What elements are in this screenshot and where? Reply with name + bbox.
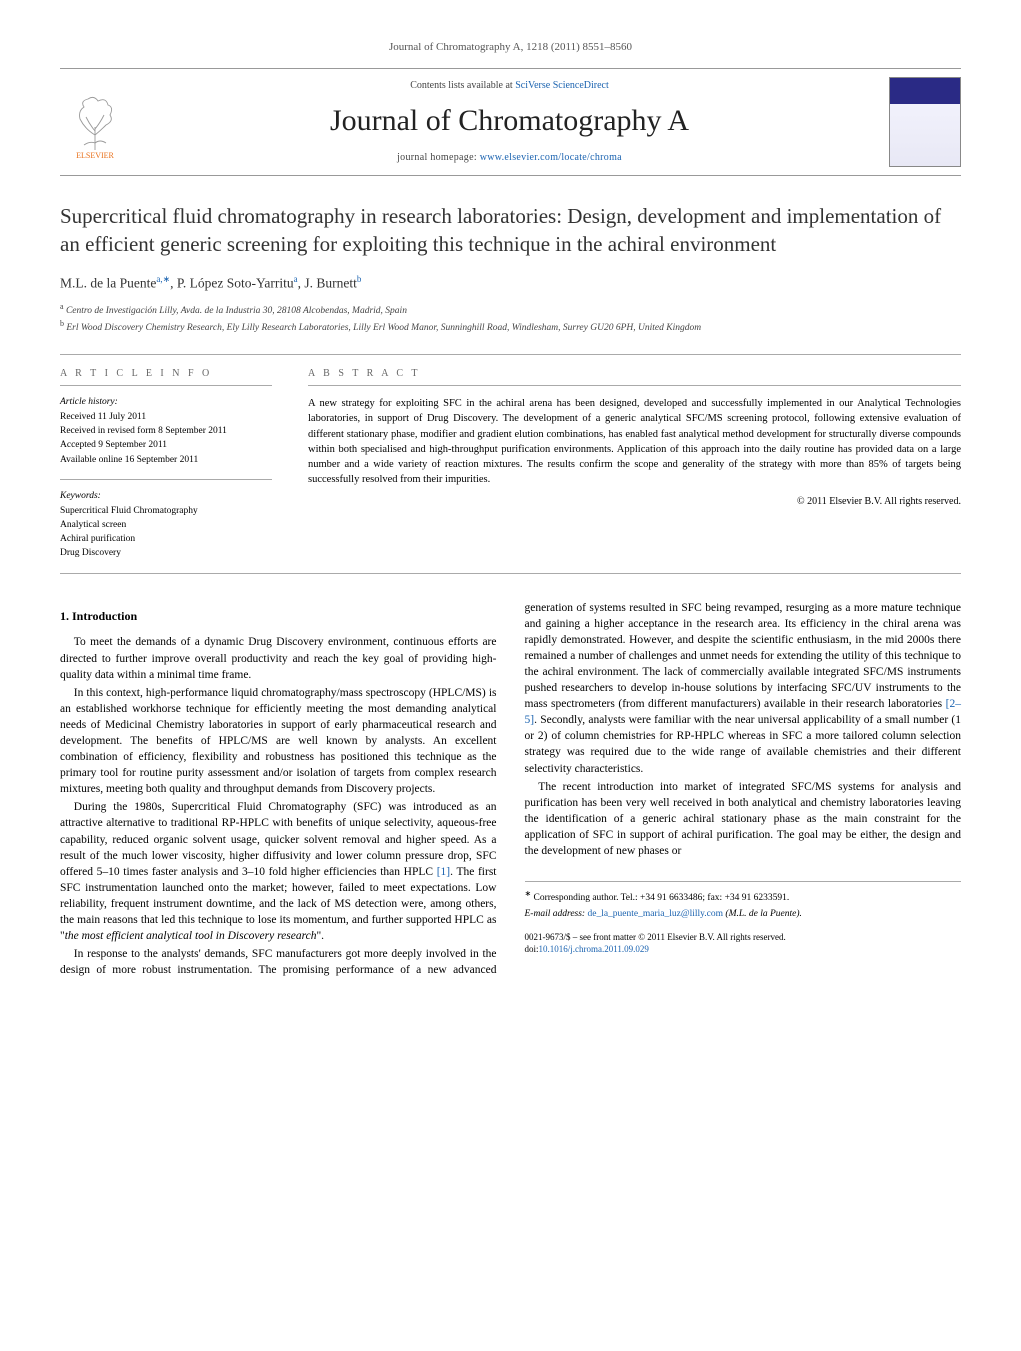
footnote-block: ∗ Corresponding author. Tel.: +34 91 663… [525, 881, 962, 956]
journal-title: Journal of Chromatography A [130, 99, 889, 143]
paragraph-span: During the 1980s, Supercritical Fluid Ch… [60, 801, 497, 877]
abstract-heading: a b s t r a c t [308, 367, 961, 387]
author-2: , P. López Soto-Yarritu [170, 275, 294, 290]
paragraph: In this context, high-performance liquid… [60, 685, 497, 798]
email-label: E-mail address: [525, 909, 588, 919]
affiliation-a: a Centro de Investigación Lilly, Avda. d… [60, 301, 961, 318]
paragraph-span: . Secondly, analysts were familiar with … [525, 714, 962, 774]
article-info-heading: a r t i c l e i n f o [60, 367, 272, 387]
history-item: Received in revised form 8 September 201… [60, 424, 272, 438]
corresponding-author: ∗ Corresponding author. Tel.: +34 91 663… [525, 888, 962, 905]
article-title: Supercritical fluid chromatography in re… [60, 202, 961, 259]
publisher-name: ELSEVIER [76, 150, 114, 162]
paragraph: During the 1980s, Supercritical Fluid Ch… [60, 799, 497, 944]
paragraph-span: ". [316, 930, 324, 942]
doi-line: doi:10.1016/j.chroma.2011.09.029 [525, 943, 962, 956]
journal-homepage: journal homepage: www.elsevier.com/locat… [130, 151, 889, 166]
author-3-affil: b [357, 274, 362, 284]
sciencedirect-link[interactable]: SciVerse ScienceDirect [515, 80, 609, 91]
history-list: Received 11 July 2011 Received in revise… [60, 410, 272, 467]
paragraph: To meet the demands of a dynamic Drug Di… [60, 634, 497, 682]
corresponding-text: Corresponding author. Tel.: +34 91 66334… [531, 893, 789, 903]
keywords-list: Supercritical Fluid Chromatography Analy… [60, 504, 272, 561]
keywords-label: Keywords: [60, 479, 272, 504]
history-label: Article history: [60, 396, 272, 410]
section-1-heading: 1. Introduction [60, 608, 497, 625]
running-head-citation: Journal of Chromatography A, 1218 (2011)… [60, 40, 961, 56]
citation-link[interactable]: [1] [437, 866, 450, 878]
homepage-label: journal homepage: [397, 152, 480, 163]
info-abstract-row: a r t i c l e i n f o Article history: R… [60, 354, 961, 574]
author-list: M.L. de la Puentea,∗, P. López Soto-Yarr… [60, 273, 961, 293]
affil-a-text: Centro de Investigación Lilly, Avda. de … [64, 306, 407, 316]
email-link[interactable]: de_la_puente_maria_luz@lilly.com [587, 909, 723, 919]
contents-prefix: Contents lists available at [410, 80, 515, 91]
banner-center: Contents lists available at SciVerse Sci… [130, 79, 889, 166]
homepage-link[interactable]: www.elsevier.com/locate/chroma [480, 152, 622, 163]
paragraph: The recent introduction into market of i… [525, 779, 962, 859]
contents-line: Contents lists available at SciVerse Sci… [130, 79, 889, 94]
abstract-copyright: © 2011 Elsevier B.V. All rights reserved… [308, 495, 961, 510]
affiliation-b: b Erl Wood Discovery Chemistry Research,… [60, 318, 961, 335]
author-1: M.L. de la Puente [60, 275, 156, 290]
article-info: a r t i c l e i n f o Article history: R… [60, 355, 290, 573]
keyword: Supercritical Fluid Chromatography [60, 504, 272, 518]
issn-line: 0021-9673/$ – see front matter © 2011 El… [525, 931, 962, 944]
history-item: Available online 16 September 2011 [60, 453, 272, 467]
doi-label: doi: [525, 944, 539, 954]
keyword: Drug Discovery [60, 546, 272, 560]
publisher-logo: ELSEVIER [60, 82, 130, 162]
keyword: Achiral purification [60, 532, 272, 546]
email-line: E-mail address: de_la_puente_maria_luz@l… [525, 908, 962, 921]
doi-link[interactable]: 10.1016/j.chroma.2011.09.029 [539, 944, 649, 954]
doi-block: 0021-9673/$ – see front matter © 2011 El… [525, 931, 962, 956]
affiliations: a Centro de Investigación Lilly, Avda. d… [60, 301, 961, 336]
quoted-phrase: the most efficient analytical tool in Di… [65, 930, 317, 942]
journal-cover-thumb [889, 77, 961, 167]
abstract-text: A new strategy for exploiting SFC in the… [308, 396, 961, 487]
author-1-affil: a,∗ [156, 274, 170, 284]
history-item: Accepted 9 September 2011 [60, 438, 272, 452]
author-3: , J. Burnett [298, 275, 357, 290]
affil-b-text: Erl Wood Discovery Chemistry Research, E… [64, 323, 701, 333]
keyword: Analytical screen [60, 518, 272, 532]
body-text: 1. Introduction To meet the demands of a… [60, 600, 961, 979]
elsevier-tree-icon [70, 95, 120, 150]
abstract-block: a b s t r a c t A new strategy for explo… [290, 355, 961, 573]
journal-banner: ELSEVIER Contents lists available at Sci… [60, 68, 961, 176]
history-item: Received 11 July 2011 [60, 410, 272, 424]
email-paren: (M.L. de la Puente). [723, 909, 802, 919]
